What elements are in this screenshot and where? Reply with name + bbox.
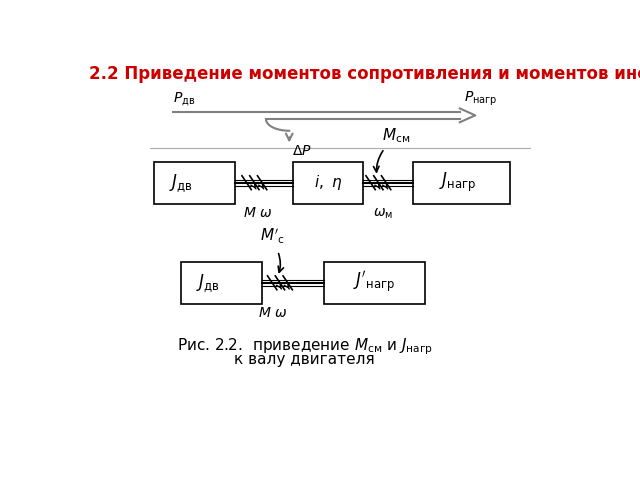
Text: $P_{\rm нагр}$: $P_{\rm нагр}$ (463, 90, 497, 108)
Bar (324, 262, 425, 304)
Bar (180, 262, 262, 304)
Text: к валу двигателя: к валу двигателя (234, 352, 375, 367)
Text: 2.2 Приведение моментов сопротивления и моментов инерции: 2.2 Приведение моментов сопротивления и … (90, 65, 640, 84)
Bar (413, 162, 510, 204)
Text: $i,\ \eta$: $i,\ \eta$ (314, 173, 342, 192)
Text: $J_{\rm дв}$: $J_{\rm дв}$ (196, 272, 220, 294)
Text: Рис. 2.2.  приведение $M_{\rm см}$ и $J_{\rm нагр}$: Рис. 2.2. приведение $M_{\rm см}$ и $J_{… (177, 336, 433, 357)
Text: $\omega_{\rm м}$: $\omega_{\rm м}$ (373, 206, 393, 221)
Text: $M\ \omega$: $M\ \omega$ (259, 306, 288, 320)
Text: $M_{\rm см}$: $M_{\rm см}$ (382, 126, 410, 144)
Text: $\Delta P$: $\Delta P$ (292, 144, 312, 158)
Text: $J'_{\rm нагр}$: $J'_{\rm нагр}$ (353, 270, 396, 295)
Text: $P_{\rm дв}$: $P_{\rm дв}$ (173, 91, 195, 108)
Text: $J_{\rm дв}$: $J_{\rm дв}$ (169, 172, 193, 193)
Text: $M\ \omega$: $M\ \omega$ (243, 206, 272, 220)
Bar (293, 162, 363, 204)
Text: $J_{\rm нагр}$: $J_{\rm нагр}$ (439, 171, 476, 194)
Bar (154, 162, 235, 204)
Text: $M'_{\rm c}$: $M'_{\rm c}$ (260, 227, 285, 246)
